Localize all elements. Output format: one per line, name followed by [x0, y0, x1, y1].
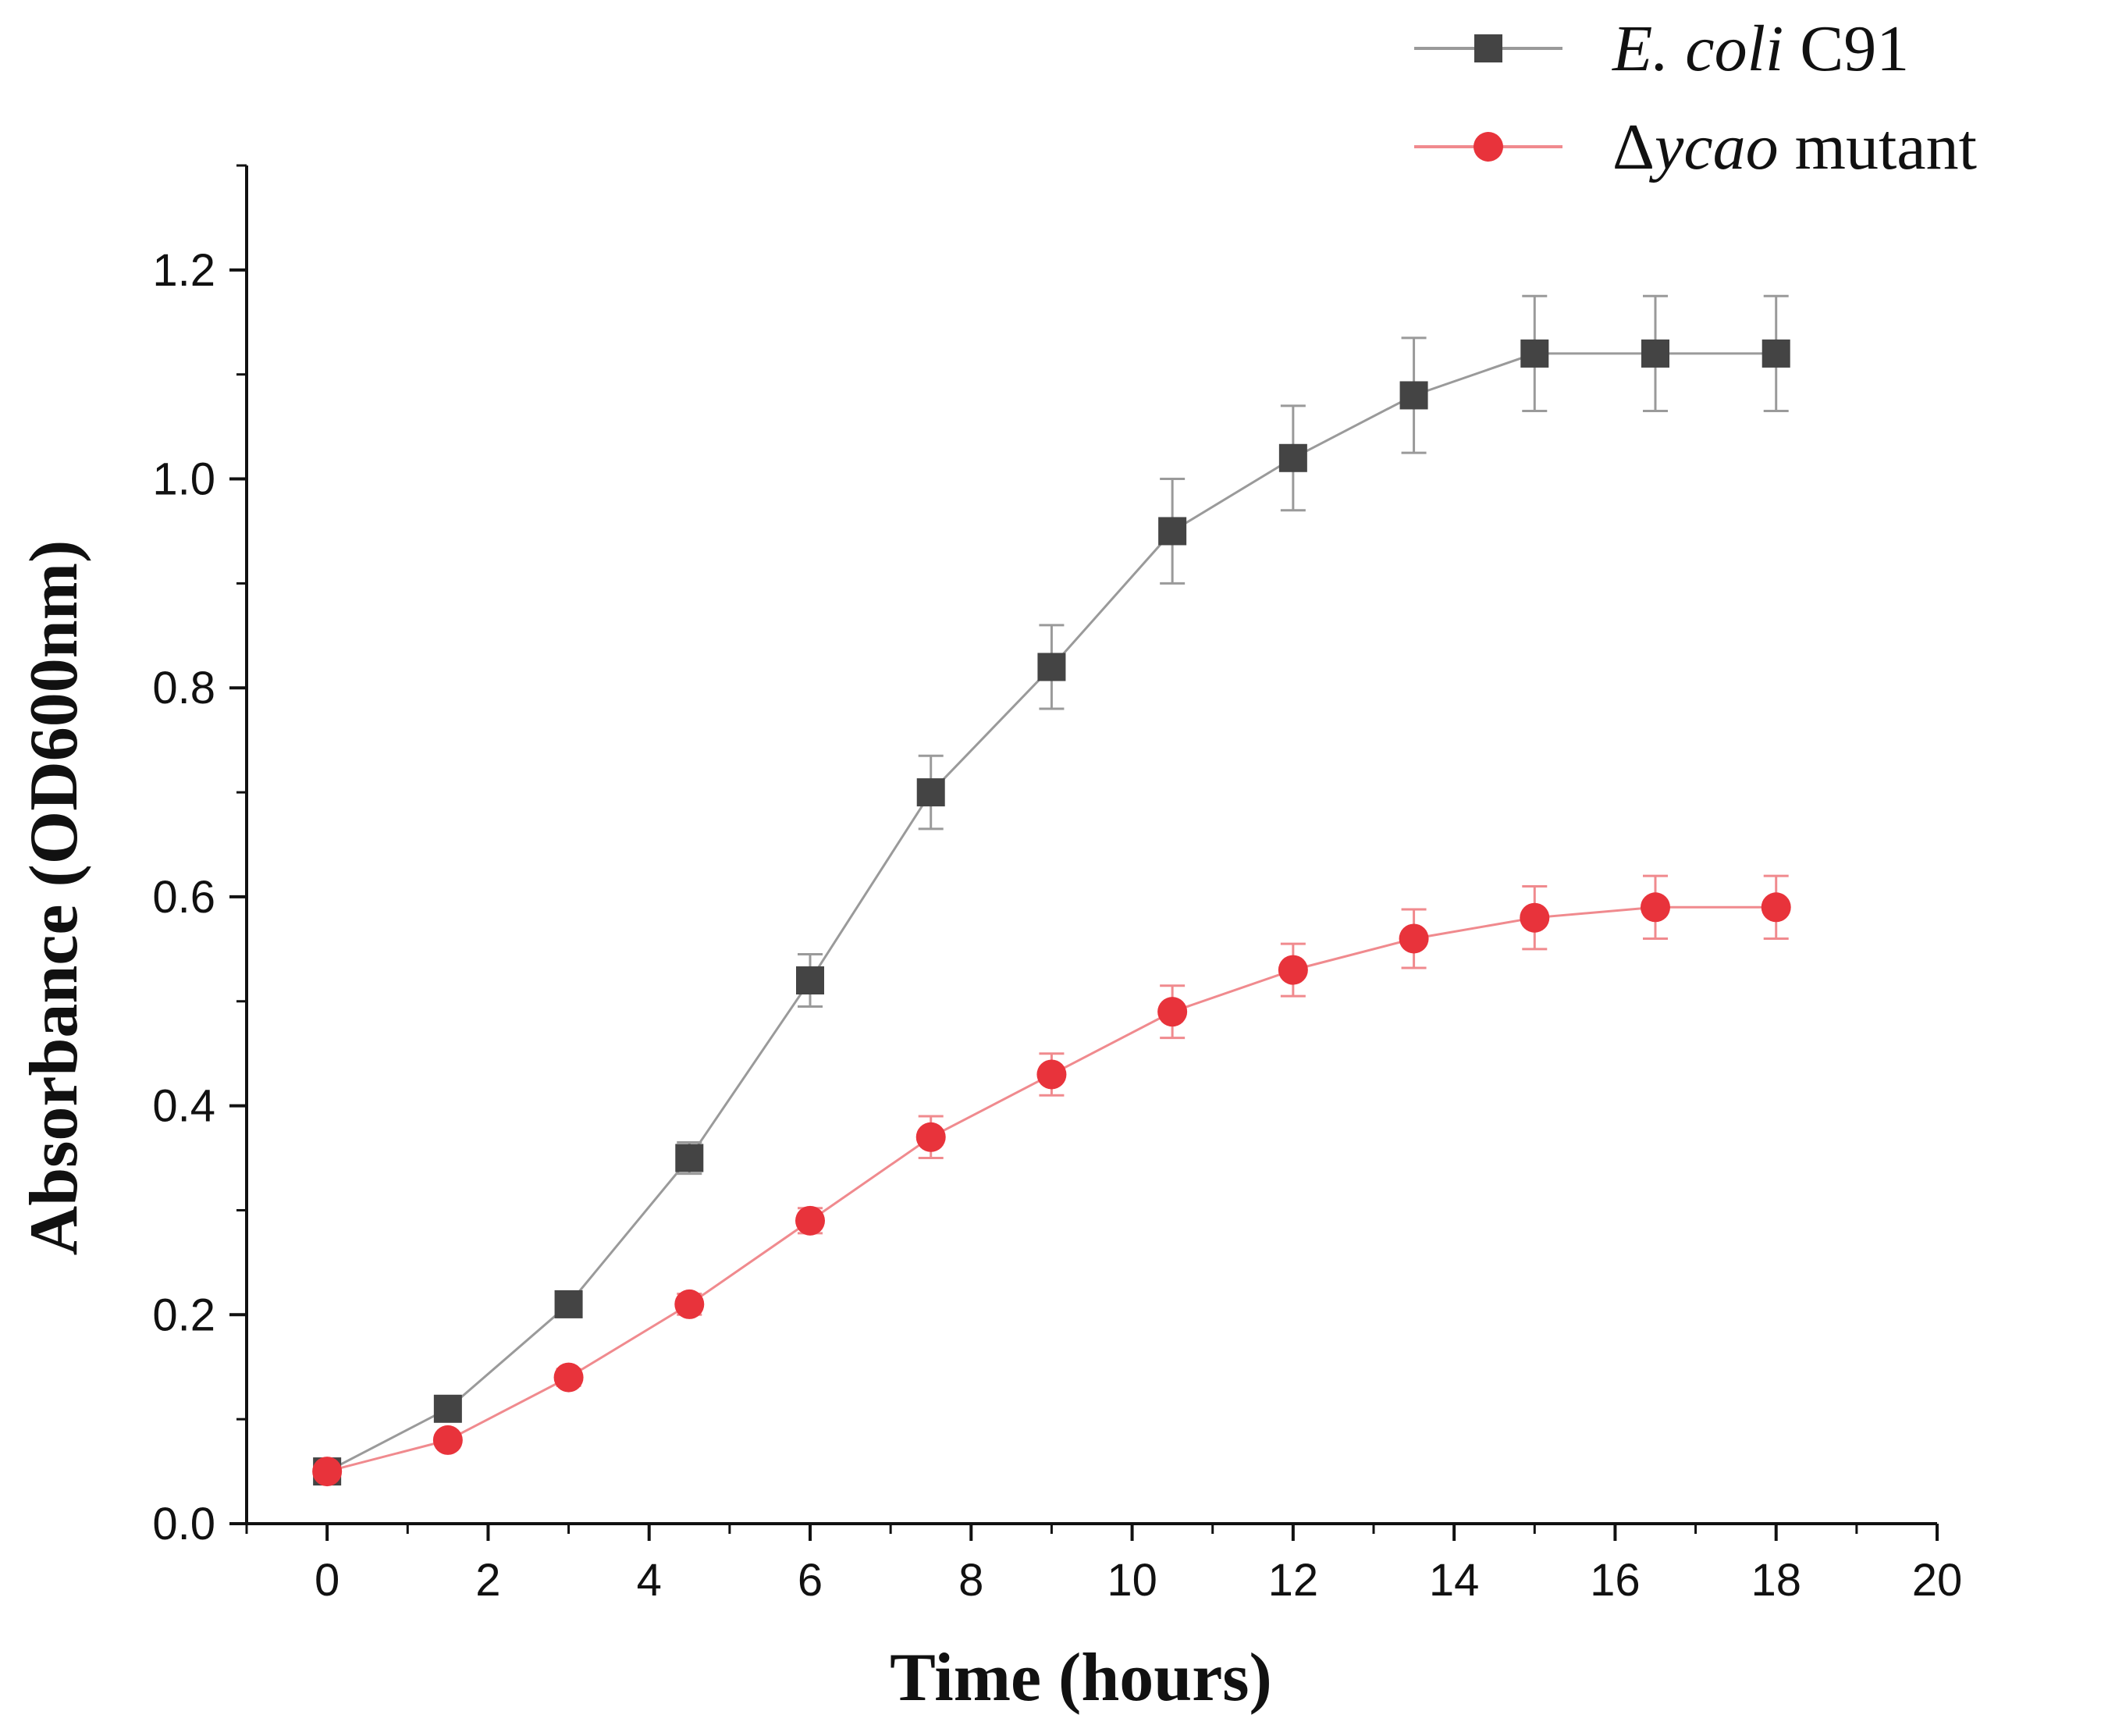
x-tick-label: 20 [1912, 1555, 1963, 1606]
data-point [1278, 955, 1308, 985]
x-tick-label: 8 [958, 1555, 983, 1606]
y-tick-label: 1.0 [152, 454, 215, 505]
legend-label: Δycao mutant [1612, 111, 1977, 183]
data-point [1641, 339, 1669, 368]
series-layer [312, 294, 1791, 1487]
legend-label-prefix: Δ [1612, 111, 1655, 183]
data-point [674, 1289, 705, 1319]
legend-item-0: E. coli C91 [1414, 12, 1909, 85]
series-line [326, 905, 1776, 1473]
data-point [1278, 443, 1307, 472]
y-tick-label: 0.2 [152, 1290, 215, 1340]
series-line [326, 352, 1776, 1473]
data-point [1036, 1059, 1067, 1090]
x-tick-label: 18 [1751, 1555, 1801, 1606]
legend-item-1: Δycao mutant [1414, 111, 1977, 183]
x-tick-label: 16 [1590, 1555, 1641, 1606]
data-point [1761, 339, 1790, 368]
data-point [796, 966, 824, 994]
legend-label-italic: E. coli [1612, 12, 1783, 85]
x-tick-label: 0 [315, 1555, 340, 1606]
y-axis-title: Absorbance (OD600nm) [16, 540, 92, 1256]
y-tick-label: 1.2 [152, 245, 215, 296]
data-point [553, 1362, 584, 1393]
data-point [1520, 339, 1549, 368]
x-tick-label: 12 [1268, 1555, 1319, 1606]
legend-marker [1474, 34, 1502, 62]
y-tick-label: 0.6 [152, 872, 215, 923]
data-point [1761, 892, 1791, 923]
data-point [554, 1290, 583, 1318]
data-point [1399, 381, 1428, 410]
legend-label-plain: mutant [1779, 111, 1977, 183]
x-tick-label: 6 [798, 1555, 823, 1606]
series-1 [312, 874, 1791, 1487]
data-point [675, 1144, 704, 1172]
x-tick-label: 14 [1429, 1555, 1480, 1606]
data-point [1037, 653, 1066, 681]
data-point [432, 1425, 463, 1455]
data-point [1158, 517, 1187, 546]
legend: E. coli C91 Δycao mutant [1414, 12, 1977, 183]
data-point [1641, 892, 1670, 923]
x-axis-title: Time (hours) [890, 1640, 1272, 1716]
x-tick-label: 10 [1107, 1555, 1157, 1606]
y-tick-label: 0.0 [152, 1499, 215, 1549]
series-0 [313, 294, 1790, 1486]
data-point [795, 1205, 825, 1236]
legend-label: E. coli C91 [1612, 12, 1909, 85]
axes: 0 2 4 6 8 10 12 14 16 18 20 0.0 0.2 0.4 0.6 0.8 1.0 1.2 [152, 164, 1963, 1606]
data-point [1520, 902, 1550, 933]
data-point [1399, 923, 1429, 954]
data-point [433, 1394, 462, 1423]
x-tick-label: 4 [637, 1555, 662, 1606]
data-point [916, 778, 945, 807]
y-tick-label: 0.8 [152, 663, 215, 713]
data-point [1157, 997, 1188, 1027]
data-point [915, 1122, 946, 1152]
x-tick-label: 2 [475, 1555, 500, 1606]
legend-label-italic: ycao [1648, 111, 1779, 183]
y-tick-label: 0.4 [152, 1081, 215, 1132]
legend-label-plain: C91 [1783, 12, 1909, 85]
legend-marker [1474, 132, 1503, 162]
data-point [312, 1457, 343, 1487]
